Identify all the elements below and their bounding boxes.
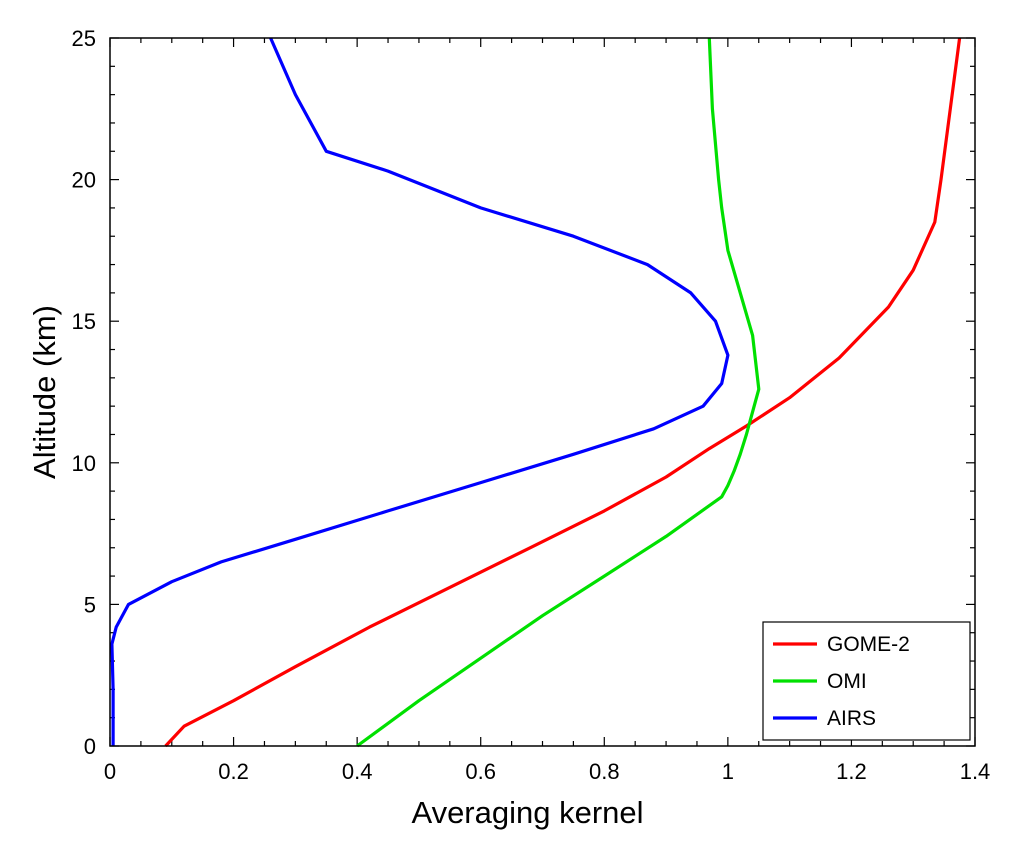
x-tick-label: 1.4 <box>960 759 991 784</box>
plot-frame <box>109 37 976 747</box>
y-tick-label: 15 <box>72 309 96 334</box>
series-line-omi <box>356 37 761 748</box>
series-line-gome-2 <box>164 37 962 748</box>
x-tick-label: 0.6 <box>465 759 496 784</box>
y-tick-label: 0 <box>84 734 96 759</box>
y-tick-label: 5 <box>84 592 96 617</box>
y-tick-label: 20 <box>72 168 96 193</box>
y-axis-title: Altitude (km) <box>27 305 62 479</box>
x-tick-label: 0 <box>104 759 116 784</box>
x-tick-label: 0.8 <box>589 759 620 784</box>
x-tick-label: 0.2 <box>218 759 249 784</box>
x-tick-label: 0.4 <box>342 759 373 784</box>
y-tick-label: 25 <box>72 26 96 51</box>
x-tick-label: 1.2 <box>836 759 867 784</box>
legend-label: GOME-2 <box>827 633 910 656</box>
legend: GOME-2 OMI AIRS <box>762 621 971 741</box>
legend-label: AIRS <box>827 707 876 730</box>
y-tick-label: 10 <box>72 451 96 476</box>
legend-label: OMI <box>827 670 867 693</box>
y-tick-labels: 0 5 10 15 20 25 <box>72 26 96 759</box>
series-layer <box>110 37 962 748</box>
series-line-airs <box>110 37 730 746</box>
x-tick-labels: 0 0.2 0.4 0.6 0.8 1 1.2 1.4 <box>104 759 990 784</box>
x-axis-title: Averaging kernel <box>411 795 643 830</box>
x-tick-label: 1 <box>722 759 734 784</box>
